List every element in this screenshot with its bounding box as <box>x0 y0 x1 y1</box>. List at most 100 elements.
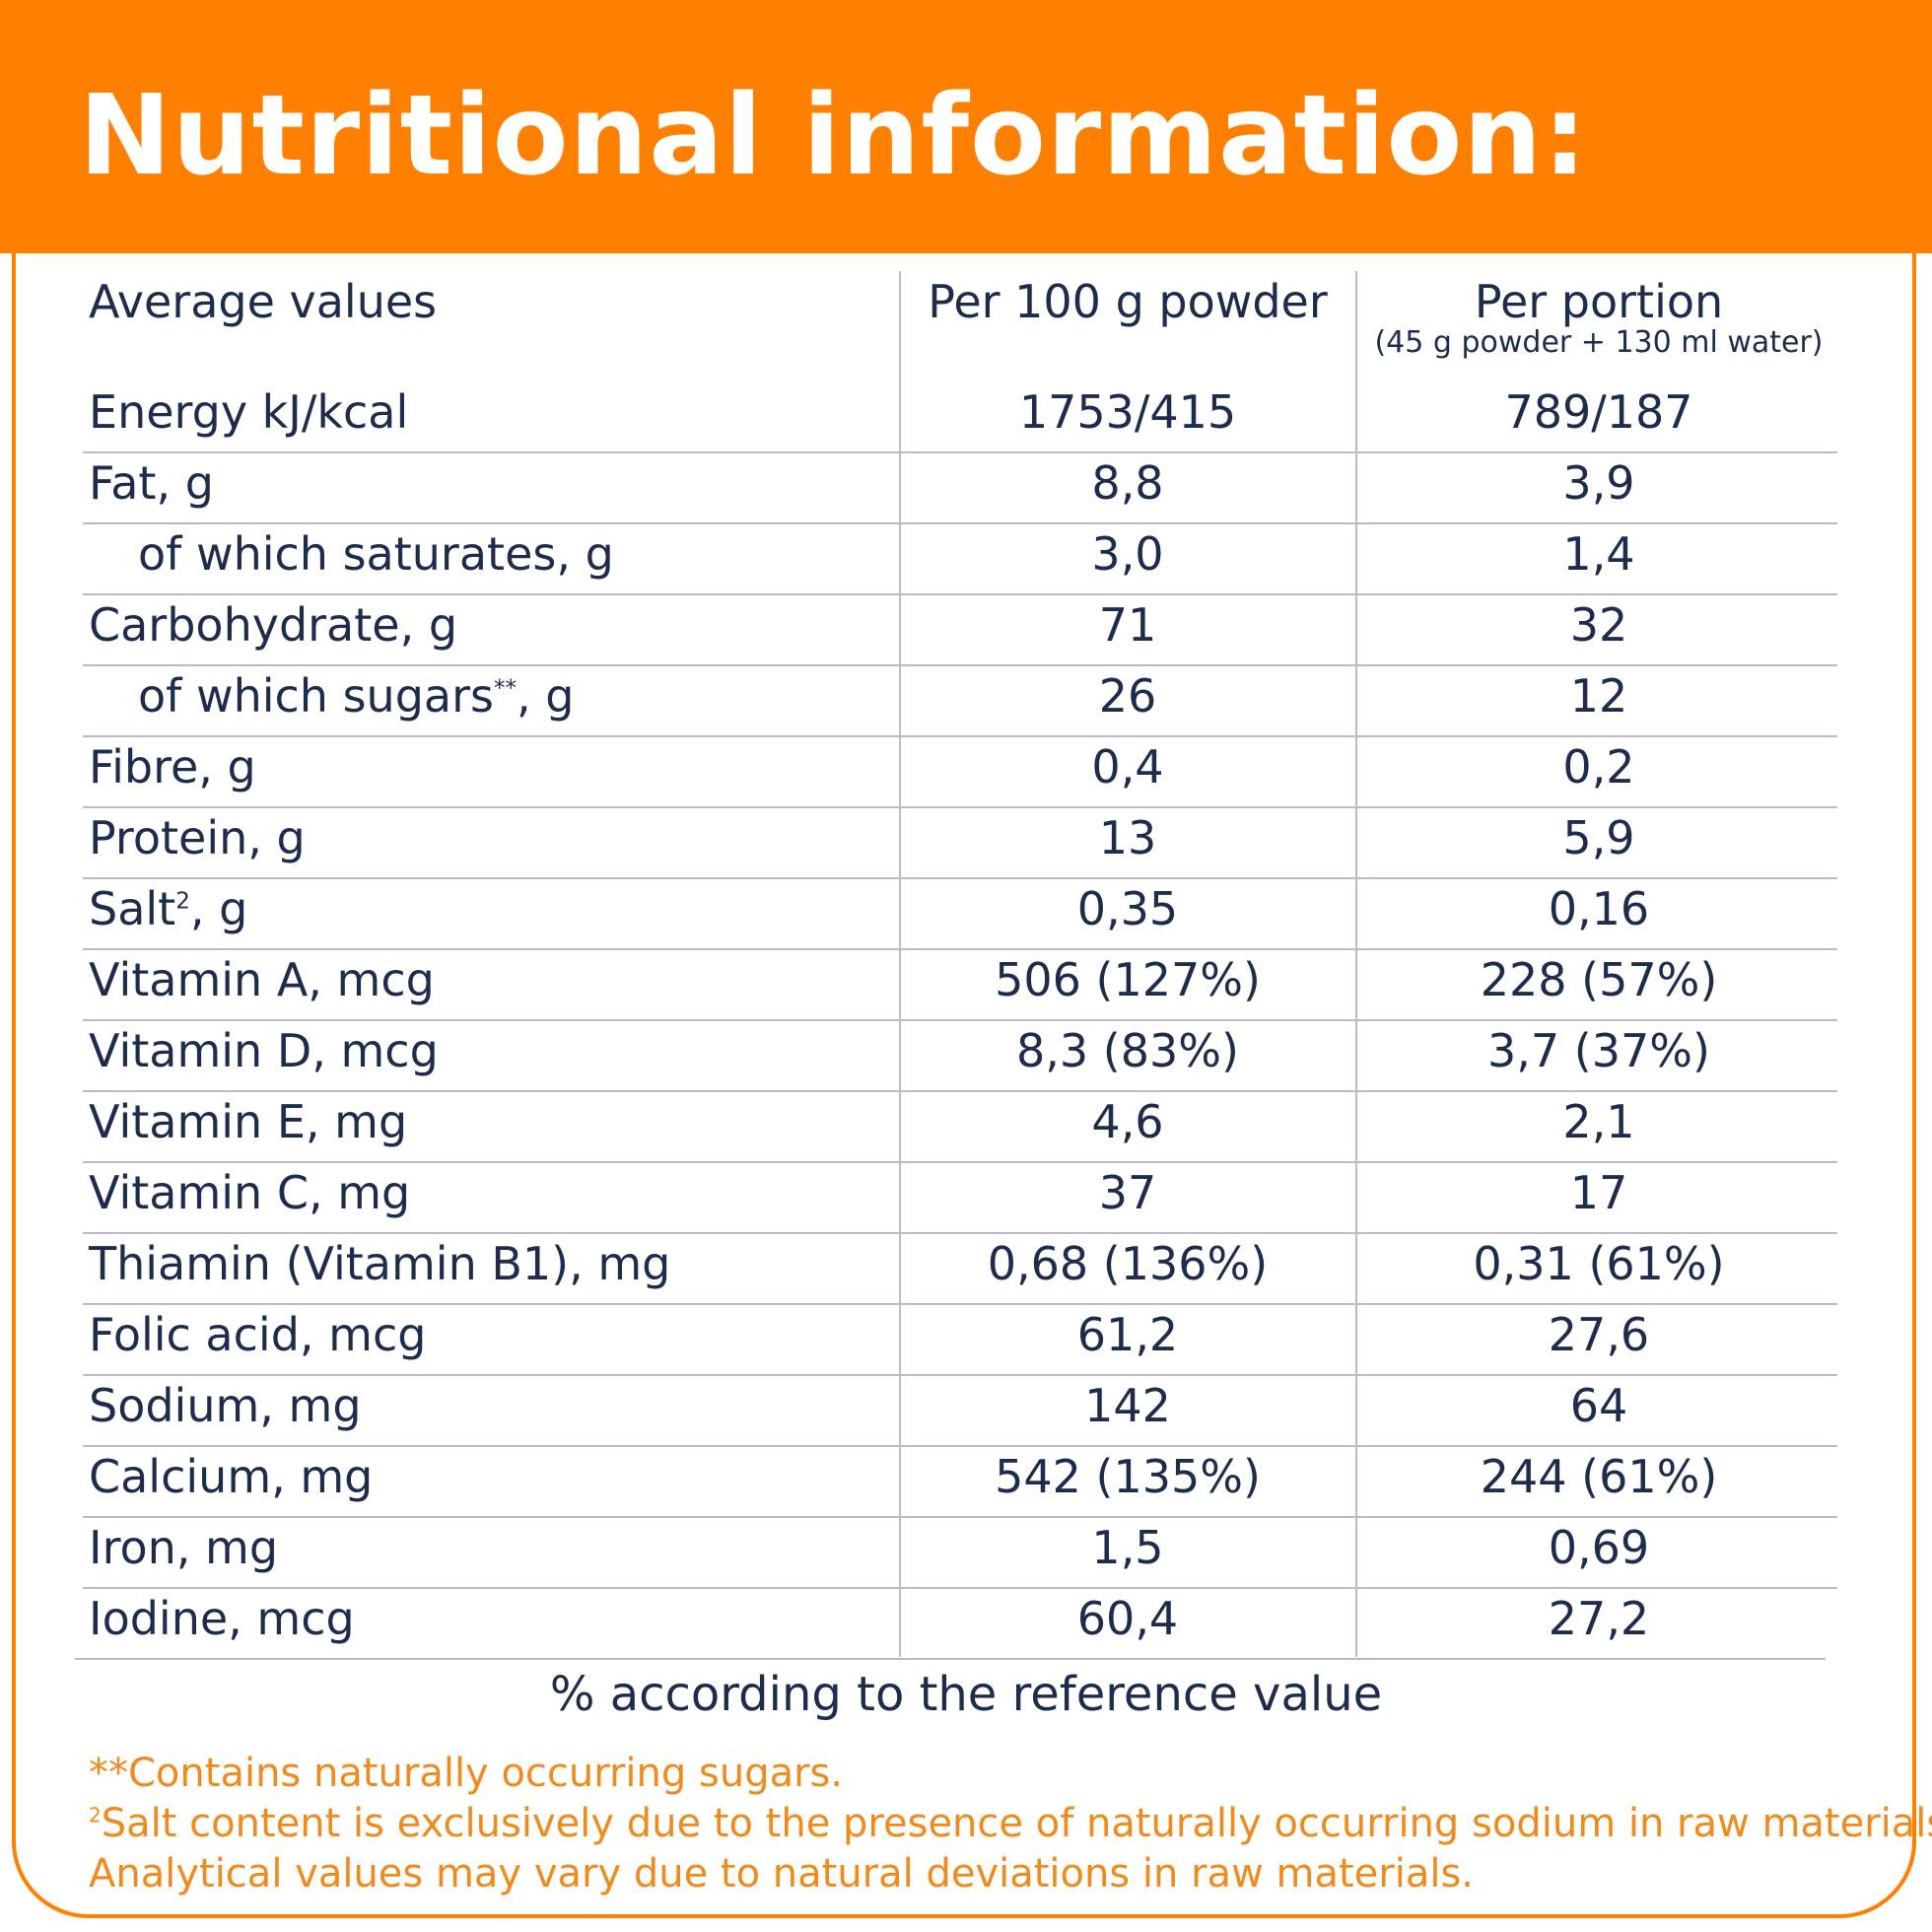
footnote-salt-text: Salt content is exclusively due to the p… <box>101 1801 1932 1846</box>
row-label: Vitamin C, mg <box>89 1165 410 1220</box>
row-divider <box>83 664 1837 666</box>
row-value-per100: 8,8 <box>1091 456 1164 510</box>
column-header-per100: Per 100 g powder <box>928 275 1328 328</box>
row-label: Vitamin A, mcg <box>89 952 435 1007</box>
row-value-per100: 71 <box>1098 598 1157 652</box>
row-label-text: Thiamin (Vitamin B1), mg <box>89 1237 671 1290</box>
footnote-analytical-text: Analytical values may vary due to natura… <box>89 1851 1474 1897</box>
row-value-per100: 142 <box>1084 1379 1171 1432</box>
row-divider <box>83 948 1837 950</box>
row-divider <box>83 1374 1837 1376</box>
row-label: Energy kJ/kcal <box>89 384 408 440</box>
row-divider <box>83 1161 1837 1163</box>
row-value-portion: 228 (57%) <box>1480 953 1718 1006</box>
row-divider <box>83 1303 1837 1305</box>
row-divider <box>83 1019 1837 1021</box>
row-value-portion: 789/187 <box>1504 385 1693 439</box>
row-value-per100: 61,2 <box>1076 1308 1179 1361</box>
footnote-sugars-text: **Contains naturally occurring sugars. <box>89 1751 844 1796</box>
row-label-text: of which sugars <box>138 669 494 723</box>
row-label-superscript: 2 <box>175 888 190 915</box>
row-value-per100: 26 <box>1098 669 1157 723</box>
row-label: Folic acid, mcg <box>89 1307 426 1362</box>
row-label-text: Iron, mg <box>89 1521 279 1574</box>
row-label: Salt2, g <box>89 881 247 936</box>
row-value-portion: 5,9 <box>1562 811 1635 864</box>
row-value-per100: 506 (127%) <box>995 953 1261 1006</box>
row-value-portion: 0,2 <box>1562 740 1635 794</box>
row-divider <box>83 522 1837 524</box>
row-label: Thiamin (Vitamin B1), mg <box>89 1236 670 1291</box>
row-value-portion: 0,16 <box>1548 882 1650 935</box>
row-value-portion: 12 <box>1569 669 1628 723</box>
row-label-text: Vitamin A, mcg <box>89 953 435 1006</box>
row-value-per100: 37 <box>1098 1166 1157 1219</box>
row-value-portion: 64 <box>1569 1379 1628 1432</box>
footnote-salt-marker: 2 <box>89 1803 102 1828</box>
row-label-superscript: ** <box>493 675 517 702</box>
row-label: Carbohydrate, g <box>89 597 457 653</box>
row-value-portion: 244 (61%) <box>1480 1450 1718 1503</box>
row-label: of which sugars**, g <box>89 668 574 724</box>
row-divider <box>83 735 1837 737</box>
row-value-portion: 2,1 <box>1562 1095 1635 1148</box>
row-value-per100: 1,5 <box>1091 1521 1164 1574</box>
row-label-suffix: , g <box>189 882 248 935</box>
row-value-portion: 32 <box>1569 598 1628 652</box>
row-label-text: Protein, g <box>89 811 306 864</box>
column-header-portion-note: (45 g powder + 130 ml water) <box>1374 325 1824 360</box>
page-title: Nutritional information: <box>79 72 1588 200</box>
row-label-text: Vitamin E, mg <box>89 1095 408 1148</box>
row-divider <box>83 451 1837 453</box>
row-label-text: Vitamin D, mcg <box>89 1024 439 1077</box>
row-label: Vitamin E, mg <box>89 1094 407 1149</box>
row-value-portion: 27,2 <box>1548 1592 1650 1645</box>
row-value-per100: 0,4 <box>1091 740 1164 794</box>
row-value-portion: 1,4 <box>1562 527 1635 581</box>
card-border <box>12 197 1916 1918</box>
row-divider <box>83 877 1837 879</box>
row-divider <box>83 1445 1837 1447</box>
row-value-per100: 60,4 <box>1076 1592 1179 1645</box>
row-value-portion: 3,9 <box>1562 456 1635 510</box>
row-label: Fibre, g <box>89 739 256 794</box>
row-divider <box>75 1658 1826 1660</box>
row-label-text: Vitamin C, mg <box>89 1166 411 1219</box>
row-value-portion: 27,6 <box>1548 1308 1650 1361</box>
header-banner: Nutritional information: <box>0 0 1932 253</box>
reference-value-note: % according to the reference value <box>549 1667 1383 1722</box>
row-value-per100: 0,68 (136%) <box>987 1237 1269 1290</box>
row-label: Iodine, mcg <box>89 1591 355 1646</box>
footnote-analytical: Analytical values may vary due to natura… <box>89 1849 1474 1898</box>
row-value-portion: 0,69 <box>1548 1521 1650 1574</box>
footnote-sugars: **Contains naturally occurring sugars. <box>89 1749 843 1798</box>
row-label-text: of which saturates, g <box>138 527 614 581</box>
row-label: Vitamin D, mcg <box>89 1023 439 1078</box>
row-label-text: Fat, g <box>89 456 214 510</box>
row-label-text: Energy kJ/kcal <box>89 385 409 439</box>
column-divider-2 <box>1355 271 1357 1657</box>
row-value-per100: 4,6 <box>1091 1095 1164 1148</box>
row-divider <box>83 1587 1837 1589</box>
row-value-portion: 0,31 (61%) <box>1473 1237 1725 1290</box>
row-value-per100: 8,3 (83%) <box>1016 1024 1239 1077</box>
row-value-portion: 17 <box>1569 1166 1628 1219</box>
row-label: Calcium, mg <box>89 1449 373 1504</box>
row-value-per100: 0,35 <box>1076 882 1179 935</box>
row-divider <box>83 806 1837 808</box>
row-label-text: Sodium, mg <box>89 1379 362 1432</box>
row-label-text: Folic acid, mcg <box>89 1308 427 1361</box>
row-divider <box>83 593 1837 595</box>
row-divider <box>83 1090 1837 1092</box>
row-value-per100: 13 <box>1098 811 1157 864</box>
row-label-text: Salt <box>89 882 176 935</box>
row-value-per100: 542 (135%) <box>995 1450 1261 1503</box>
column-header-portion: Per portion <box>1474 275 1724 328</box>
row-value-per100: 3,0 <box>1091 527 1164 581</box>
row-label-suffix: , g <box>516 669 575 723</box>
row-value-portion: 3,7 (37%) <box>1487 1024 1710 1077</box>
row-label-text: Carbohydrate, g <box>89 598 458 652</box>
row-divider <box>83 1232 1837 1234</box>
row-label-text: Iodine, mcg <box>89 1592 355 1645</box>
